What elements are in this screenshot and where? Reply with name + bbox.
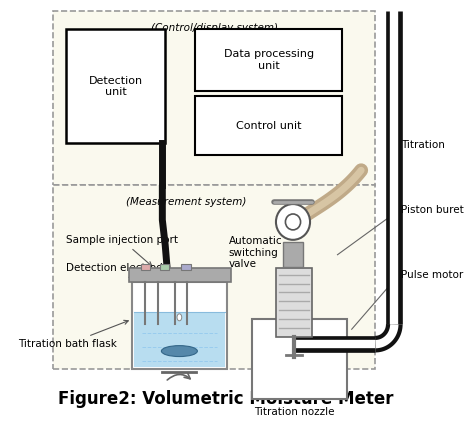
Text: Titration bath flask: Titration bath flask xyxy=(18,320,128,349)
Circle shape xyxy=(285,214,301,230)
Text: Figure2: Volumetric Moisture Meter: Figure2: Volumetric Moisture Meter xyxy=(58,390,393,408)
Text: (Measurement system): (Measurement system) xyxy=(126,197,246,207)
Text: Piston buret: Piston buret xyxy=(401,205,464,215)
Bar xyxy=(195,29,342,91)
Bar xyxy=(276,268,312,337)
Bar xyxy=(159,264,169,269)
Bar xyxy=(129,268,231,281)
Bar xyxy=(181,264,191,269)
Bar xyxy=(134,312,225,367)
Bar xyxy=(283,242,303,266)
Ellipse shape xyxy=(177,314,182,321)
Text: Detection electrode: Detection electrode xyxy=(66,263,169,287)
Bar xyxy=(66,29,165,144)
Text: Data processing
unit: Data processing unit xyxy=(224,49,314,71)
Text: Titration: Titration xyxy=(401,140,445,150)
Bar xyxy=(54,185,375,369)
Text: Pulse motor: Pulse motor xyxy=(401,269,463,280)
Bar xyxy=(195,96,342,156)
Ellipse shape xyxy=(161,346,197,357)
Text: Automatic
switching
valve: Automatic switching valve xyxy=(228,236,282,269)
Text: Detection
unit: Detection unit xyxy=(89,76,143,97)
Text: Control unit: Control unit xyxy=(236,121,301,130)
Circle shape xyxy=(276,204,310,240)
Bar xyxy=(252,319,347,399)
Bar xyxy=(54,11,375,185)
Bar xyxy=(141,264,150,269)
Bar xyxy=(132,281,227,369)
Text: Sample injection port: Sample injection port xyxy=(66,235,178,266)
Text: Titration nozzle: Titration nozzle xyxy=(254,407,335,417)
Text: (Control/display system): (Control/display system) xyxy=(151,23,278,33)
